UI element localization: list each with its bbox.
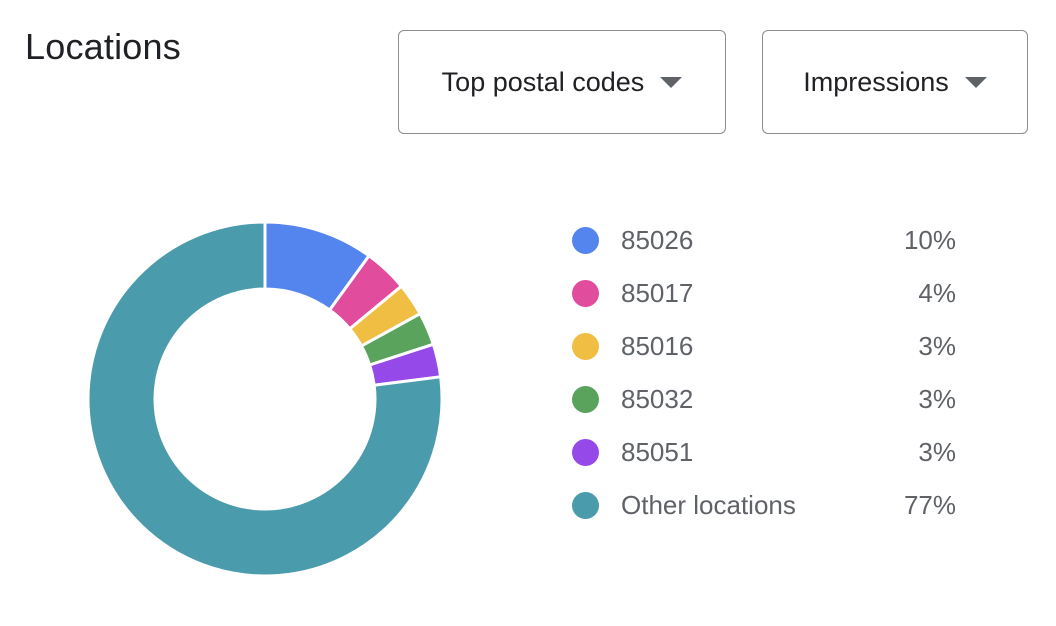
locations-donut-chart [86, 220, 444, 578]
donut-slice-other-locations[interactable] [86, 220, 444, 578]
legend-label: 85017 [621, 278, 694, 308]
legend-percentage: 3% [918, 437, 956, 467]
legend-percentage: 77% [903, 490, 956, 520]
impressions-dropdown-label: Impressions [803, 66, 949, 97]
postal-code-dropdown[interactable]: Top postal codes [398, 30, 726, 134]
legend-color-dot [572, 280, 599, 307]
legend-item: 85051 3% [572, 426, 956, 479]
legend-item: 85016 3% [572, 320, 956, 373]
legend-label: 85016 [621, 331, 694, 361]
legend-label: 85032 [621, 384, 694, 414]
legend-color-dot [572, 439, 599, 466]
arrow-drop-down-icon [964, 76, 987, 88]
legend-percentage: 4% [918, 278, 956, 308]
impressions-dropdown[interactable]: Impressions [762, 30, 1028, 134]
arrow-drop-down-icon [660, 76, 683, 88]
legend-item: Other locations 77% [572, 479, 956, 532]
legend-label: 85051 [621, 437, 694, 467]
chart-legend: 85026 10% 85017 4% 85016 3% 85032 3% 85051 3% Othe… [572, 214, 956, 532]
legend-item: 85032 3% [572, 373, 956, 426]
legend-color-dot [572, 492, 599, 519]
legend-item: 85026 10% [572, 214, 956, 267]
legend-color-dot [572, 386, 599, 413]
page-title: Locations [25, 26, 181, 67]
legend-item: 85017 4% [572, 267, 956, 320]
postal-code-dropdown-label: Top postal codes [441, 66, 645, 97]
legend-label: Other locations [621, 490, 796, 520]
legend-color-dot [572, 333, 599, 360]
legend-percentage: 10% [903, 225, 956, 255]
legend-color-dot [572, 227, 599, 254]
legend-label: 85026 [621, 225, 694, 255]
legend-percentage: 3% [918, 331, 956, 361]
legend-percentage: 3% [918, 384, 956, 414]
